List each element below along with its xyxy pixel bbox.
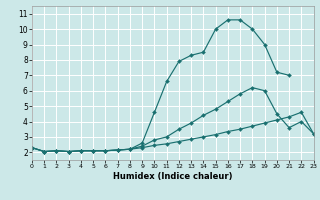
X-axis label: Humidex (Indice chaleur): Humidex (Indice chaleur) (113, 172, 233, 181)
